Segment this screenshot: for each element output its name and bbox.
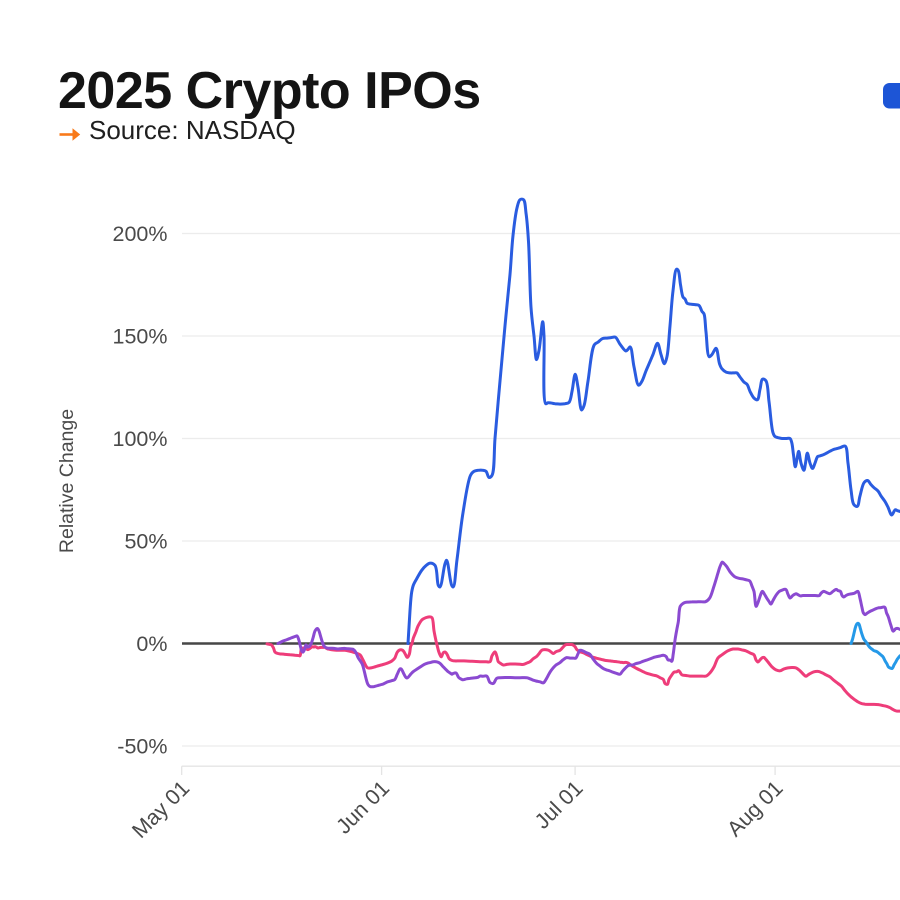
svg-text:May 01: May 01: [127, 776, 194, 843]
svg-text:Aug 01: Aug 01: [722, 776, 787, 841]
svg-text:100%: 100%: [113, 427, 168, 451]
svg-text:50%: 50%: [124, 530, 167, 554]
svg-text:-50%: -50%: [117, 735, 167, 759]
svg-text:0%: 0%: [136, 632, 167, 656]
svg-text:Relative Change: Relative Change: [56, 409, 78, 553]
svg-text:200%: 200%: [113, 222, 168, 246]
svg-text:Jun 01: Jun 01: [332, 776, 395, 839]
svg-text:150%: 150%: [113, 325, 168, 349]
svg-text:Jul 01: Jul 01: [530, 776, 588, 834]
